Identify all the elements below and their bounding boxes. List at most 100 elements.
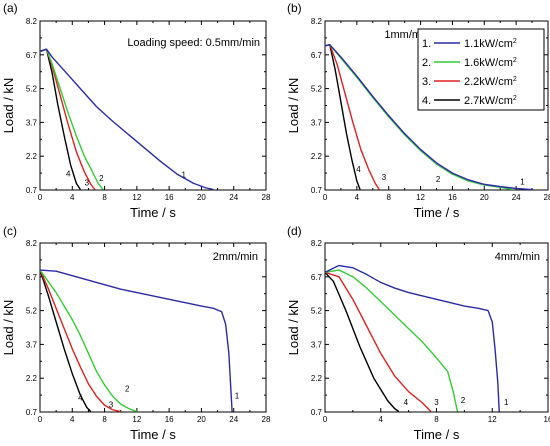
y-axis-title: Load / kN bbox=[1, 78, 16, 134]
series-line-4 bbox=[40, 269, 92, 412]
plot-frame bbox=[324, 242, 549, 413]
y-tick-label: 2.2 bbox=[311, 152, 323, 161]
legend-entry: 2. 1.6kW/cm2 bbox=[422, 57, 517, 69]
x-tick-label: 0 bbox=[323, 415, 328, 424]
curve-label-3: 3 bbox=[85, 178, 90, 187]
y-tick-label: 3.7 bbox=[311, 340, 323, 349]
x-tick-label: 20 bbox=[480, 193, 489, 202]
series-line-1 bbox=[325, 43, 533, 190]
curve-label-2: 2 bbox=[125, 385, 130, 394]
x-tick-label: 28 bbox=[262, 193, 271, 202]
curve-label-2: 2 bbox=[99, 174, 104, 183]
series-line-1 bbox=[325, 264, 500, 412]
curve-label-4: 4 bbox=[404, 398, 409, 407]
curve-label-2: 2 bbox=[436, 175, 441, 184]
legend-number: 4. bbox=[422, 95, 431, 107]
legend-entry: 3. 2.2kW/cm2 bbox=[422, 76, 517, 88]
x-tick-label: 16 bbox=[544, 415, 550, 424]
plot-frame bbox=[39, 242, 267, 413]
y-tick-label: 8.2 bbox=[311, 17, 323, 26]
y-axis-title: Load / kN bbox=[1, 300, 16, 356]
x-tick-label: 8 bbox=[434, 415, 439, 424]
series-line-2 bbox=[40, 269, 138, 412]
series-group bbox=[325, 43, 533, 190]
y-axis-title: Load / kN bbox=[286, 78, 301, 134]
series-line-1 bbox=[40, 269, 233, 412]
legend-label-superscript: 2 bbox=[513, 76, 517, 83]
y-axis-title: Load / kN bbox=[286, 300, 301, 356]
x-tick-label: 20 bbox=[197, 193, 206, 202]
curve-label-1: 1 bbox=[520, 177, 525, 186]
y-tick-label: 8.2 bbox=[26, 17, 38, 26]
y-tick-label: 2.2 bbox=[311, 374, 323, 383]
y-tick-label: 5.2 bbox=[26, 85, 38, 94]
series-line-3 bbox=[325, 43, 380, 190]
y-tick-label: 0.7 bbox=[26, 186, 38, 195]
legend-label-text: 2.2kW/cm bbox=[464, 76, 513, 88]
x-axis-title: Time / s bbox=[130, 205, 176, 220]
curve-label-4: 4 bbox=[66, 169, 71, 178]
legend-label-text: 1.1kW/cm bbox=[464, 38, 513, 50]
legend-entry: 1. 1.1kW/cm2 bbox=[422, 38, 517, 50]
series-line-4 bbox=[325, 43, 361, 190]
panel-label: (c) bbox=[3, 224, 17, 238]
legend-label-superscript: 2 bbox=[513, 57, 517, 64]
series-line-2 bbox=[325, 269, 459, 412]
x-tick-label: 8 bbox=[102, 193, 107, 202]
x-tick-label: 0 bbox=[38, 415, 43, 424]
x-tick-label: 28 bbox=[262, 415, 271, 424]
x-axis-title: Time / s bbox=[414, 205, 460, 220]
x-tick-label: 0 bbox=[323, 193, 328, 202]
curve-label-4: 4 bbox=[356, 165, 361, 174]
y-tick-label: 6.7 bbox=[311, 273, 323, 282]
legend-label-superscript: 2 bbox=[513, 95, 517, 102]
curve-label-3: 3 bbox=[434, 398, 439, 407]
x-tick-label: 24 bbox=[229, 193, 238, 202]
x-tick-label: 0 bbox=[38, 193, 43, 202]
legend-label: 1.1kW/cm2 bbox=[464, 38, 517, 50]
curve-label-2: 2 bbox=[461, 396, 466, 405]
series-line-1 bbox=[40, 48, 214, 190]
x-tick-label: 16 bbox=[448, 193, 457, 202]
y-tick-label: 0.7 bbox=[26, 408, 38, 417]
panel-annotation: Loading speed: 0.5mm/min bbox=[127, 37, 260, 49]
y-tick-label: 5.2 bbox=[311, 85, 323, 94]
panel-label: (a) bbox=[3, 1, 18, 15]
legend-number: 3. bbox=[422, 76, 431, 88]
series-line-4 bbox=[325, 271, 400, 412]
legend-number: 2. bbox=[422, 57, 431, 69]
legend-label: 1.6kW/cm2 bbox=[464, 57, 517, 69]
y-tick-label: 2.2 bbox=[26, 374, 38, 383]
panel-annotation: 4mm/min bbox=[495, 251, 540, 263]
panel-label: (d) bbox=[287, 224, 302, 238]
curve-label-1: 1 bbox=[181, 171, 186, 180]
panel-label: (b) bbox=[287, 1, 302, 15]
series-line-3 bbox=[40, 269, 121, 412]
y-tick-label: 6.7 bbox=[311, 51, 323, 60]
y-tick-label: 3.7 bbox=[26, 118, 38, 127]
curve-label-3: 3 bbox=[109, 400, 114, 409]
legend-label: 2.7kW/cm2 bbox=[464, 95, 517, 107]
panel-annotation: 2mm/min bbox=[213, 251, 258, 263]
x-tick-label: 4 bbox=[70, 415, 75, 424]
x-tick-label: 16 bbox=[165, 193, 174, 202]
x-tick-label: 12 bbox=[132, 193, 141, 202]
series-group bbox=[40, 269, 233, 412]
x-tick-label: 4 bbox=[355, 193, 360, 202]
x-tick-label: 12 bbox=[488, 415, 497, 424]
series-line-2 bbox=[40, 48, 104, 190]
y-tick-label: 8.2 bbox=[26, 239, 38, 248]
y-tick-label: 6.7 bbox=[26, 273, 38, 282]
curve-label-3: 3 bbox=[382, 173, 387, 182]
y-tick-label: 2.2 bbox=[26, 152, 38, 161]
x-tick-label: 20 bbox=[197, 415, 206, 424]
series-line-2 bbox=[325, 43, 513, 190]
legend-label-text: 1.6kW/cm bbox=[464, 57, 513, 69]
curve-label-4: 4 bbox=[78, 394, 83, 403]
